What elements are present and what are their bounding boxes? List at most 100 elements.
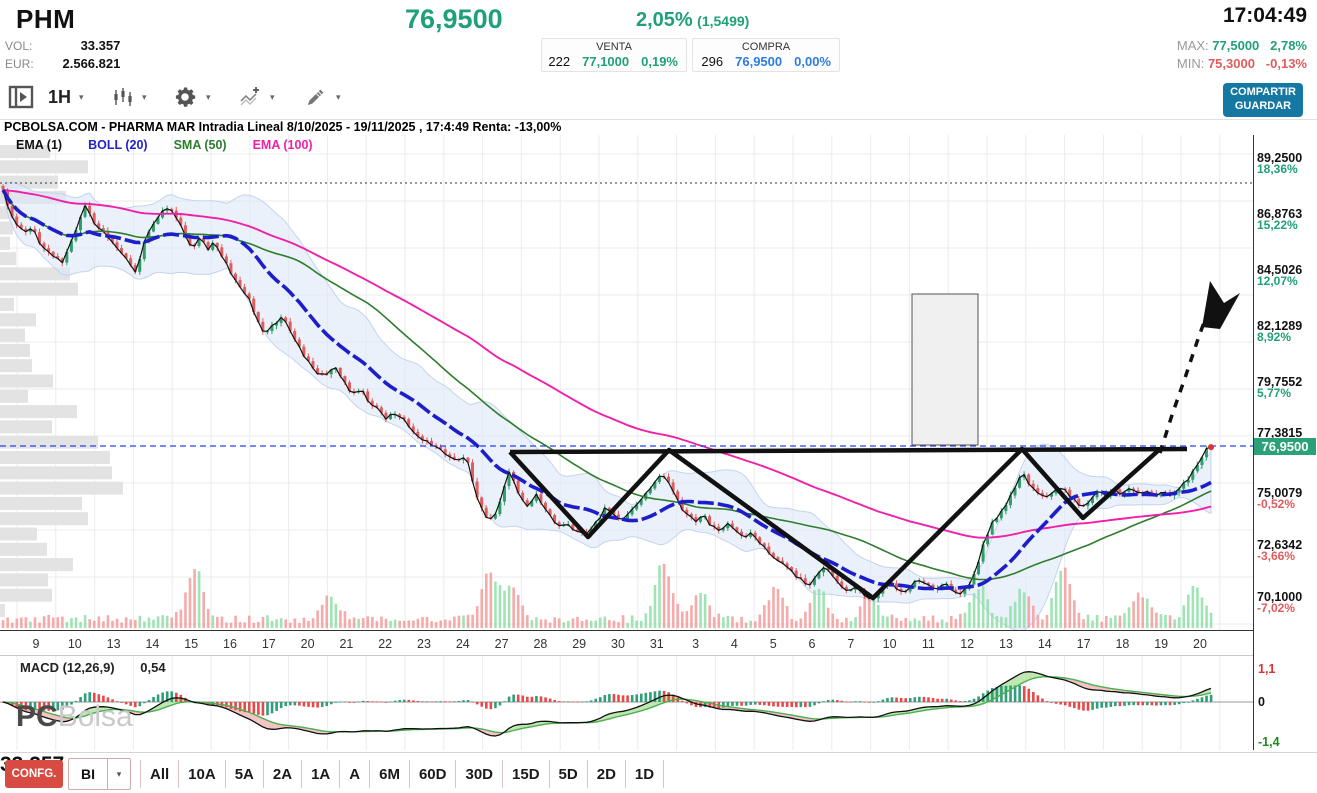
indicator-legend: EMA (1) BOLL (20) SMA (50) EMA (100)	[16, 138, 313, 152]
volume-profile-bar	[0, 282, 78, 296]
legend-item[interactable]: EMA (1)	[16, 138, 63, 152]
share-save-button[interactable]: COMPARTIR GUARDAR	[1223, 83, 1303, 117]
ask-price: 77,1000	[582, 54, 630, 69]
bid-panel: COMPRA 296 76,9500 0,00%	[692, 38, 840, 72]
volume-profile-bar	[0, 435, 98, 449]
price-axis-label: 75,0079 -0,52%	[1257, 486, 1303, 511]
range-button-1d[interactable]: 1D	[624, 760, 665, 788]
time-axis-label: 22	[378, 637, 393, 651]
volume-profile-bar	[0, 542, 47, 556]
volume-profile-bar	[0, 420, 52, 434]
settings-menu[interactable]: ▾	[172, 82, 211, 112]
max-label: MAX:	[1176, 38, 1209, 53]
range-toolbar: CONFG. BI ▾ All 10A 5A 2A 1A A 6M 60D 30D 15D 5D 2D…	[0, 752, 1317, 793]
time-axis-label: 29	[572, 637, 587, 651]
range-button-5d[interactable]: 5D	[548, 760, 587, 788]
legend-item[interactable]: EMA (100)	[252, 138, 313, 152]
price-axis-label: 70,1000 -7,02%	[1257, 590, 1303, 615]
macd-chart[interactable]	[0, 656, 1253, 750]
vol-label: VOL:	[5, 39, 33, 53]
watermark-bold: PC	[16, 700, 58, 733]
share-label: COMPARTIR	[1230, 86, 1296, 99]
pcbolsa-watermark: PCBolsa	[16, 700, 133, 734]
max-row: MAX: 77,5000 2,78%	[1177, 38, 1307, 53]
zigzag-pattern	[508, 446, 1162, 601]
projection-arrow-head	[1202, 281, 1240, 329]
price-chart[interactable]	[0, 135, 1253, 630]
change-block: 2,05% (1,5499)	[636, 9, 749, 32]
range-button-2d[interactable]: 2D	[586, 760, 625, 788]
time-axis-label: 18	[1115, 637, 1130, 651]
draw-tools-menu[interactable]: ▾	[304, 82, 341, 112]
time-axis-label: 23	[417, 637, 431, 651]
range-button-60d[interactable]: 60D	[408, 760, 456, 788]
chevron-down-icon: ▾	[336, 91, 341, 102]
chevron-down-icon: ▾	[142, 91, 147, 102]
range-button-2a[interactable]: 2A	[262, 760, 301, 788]
toggle-sidebar-button[interactable]	[8, 82, 34, 112]
time-axis-label: 21	[339, 637, 354, 651]
price-axis-label: 82,1289 8,92%	[1257, 319, 1303, 344]
legend-item[interactable]: BOLL (20)	[88, 138, 148, 152]
range-button-6m[interactable]: 6M	[369, 760, 409, 788]
timeframe-value: 1H	[48, 86, 72, 107]
range-button-30d[interactable]: 30D	[455, 760, 502, 788]
time-axis-label: 10	[882, 637, 897, 651]
volume-profile-bar	[0, 604, 5, 617]
range-button-15d[interactable]: 15D	[502, 760, 549, 788]
symbol-ticker: PHM	[16, 4, 76, 34]
ema1-line	[2, 189, 1212, 600]
bollinger-band	[2, 181, 1212, 630]
add-indicator-icon	[240, 87, 259, 106]
volume-profile-bar	[0, 267, 70, 281]
range-button-1a[interactable]: 1A	[301, 760, 339, 788]
macd-signal-line	[2, 675, 1212, 734]
eur-value: 2.566.821	[62, 56, 121, 71]
volume-profile-bar	[0, 252, 16, 266]
macd-line	[2, 671, 1212, 737]
volume-profile-bar	[0, 389, 28, 403]
range-button-a[interactable]: A	[339, 760, 369, 788]
min-row: MIN: 75,3000 -0,13%	[1177, 56, 1307, 71]
time-axis-label: 12	[960, 637, 975, 651]
macd-value: 0,54	[140, 660, 166, 675]
range-button-all[interactable]: All	[140, 760, 178, 788]
legend-item[interactable]: SMA (50)	[173, 138, 227, 152]
chart-toolbar: 1H ▾ ▾ ▾ ▾	[0, 78, 1317, 120]
time-axis-label: 16	[223, 637, 237, 651]
projection-arrow-line	[1158, 316, 1208, 454]
volume-profile-bar	[0, 481, 123, 495]
change-percent: 2,05%	[636, 9, 693, 31]
price-axis-label: 86,8763 15,22%	[1257, 207, 1303, 232]
chevron-down-icon: ▾	[116, 768, 122, 779]
market-selector[interactable]: BI ▾	[68, 758, 131, 790]
volume-profile-bar	[0, 343, 30, 357]
timeframe-selector[interactable]: 1H ▾	[48, 82, 84, 112]
config-button[interactable]: CONFG.	[5, 760, 63, 788]
volume-profile-bar	[0, 466, 112, 480]
range-buttons: All 10A 5A 2A 1A A 6M 60D 30D 15D 5D 2D 1D	[140, 760, 665, 788]
range-button-10a[interactable]: 10A	[178, 760, 225, 788]
time-axis-label: 13	[999, 637, 1013, 651]
time-axis-label: 15	[184, 637, 199, 651]
add-indicator-menu[interactable]: ▾	[238, 82, 275, 112]
min-value: 75,3000	[1207, 56, 1255, 71]
last-price: 76,9500	[405, 4, 503, 34]
time-axis-label: 20	[1193, 637, 1207, 651]
volume-profile-bar	[0, 558, 73, 572]
chevron-down-icon: ▾	[79, 91, 84, 102]
watermark-light: Bolsa	[57, 700, 133, 733]
range-button-5a[interactable]: 5A	[224, 760, 263, 788]
panel-divider	[0, 655, 1253, 656]
eur-label: EUR:	[5, 57, 34, 71]
ask-header: VENTA	[596, 41, 632, 53]
chart-type-selector[interactable]: ▾	[112, 82, 147, 112]
ask-pct: 0,19%	[641, 54, 678, 69]
time-axis-label: 19	[1154, 637, 1169, 651]
volume-profile-bar	[0, 374, 53, 388]
time-axis-label: 4	[730, 637, 738, 651]
time-axis: 9 10 13 14 15 16 17 20 21 22 23 24 27 28 29 30 31 3 4 5 6 7 10…	[0, 630, 1253, 657]
min-label: MIN:	[1176, 56, 1205, 71]
sma50-line	[2, 189, 1212, 581]
volume-profile-bar	[0, 145, 50, 158]
